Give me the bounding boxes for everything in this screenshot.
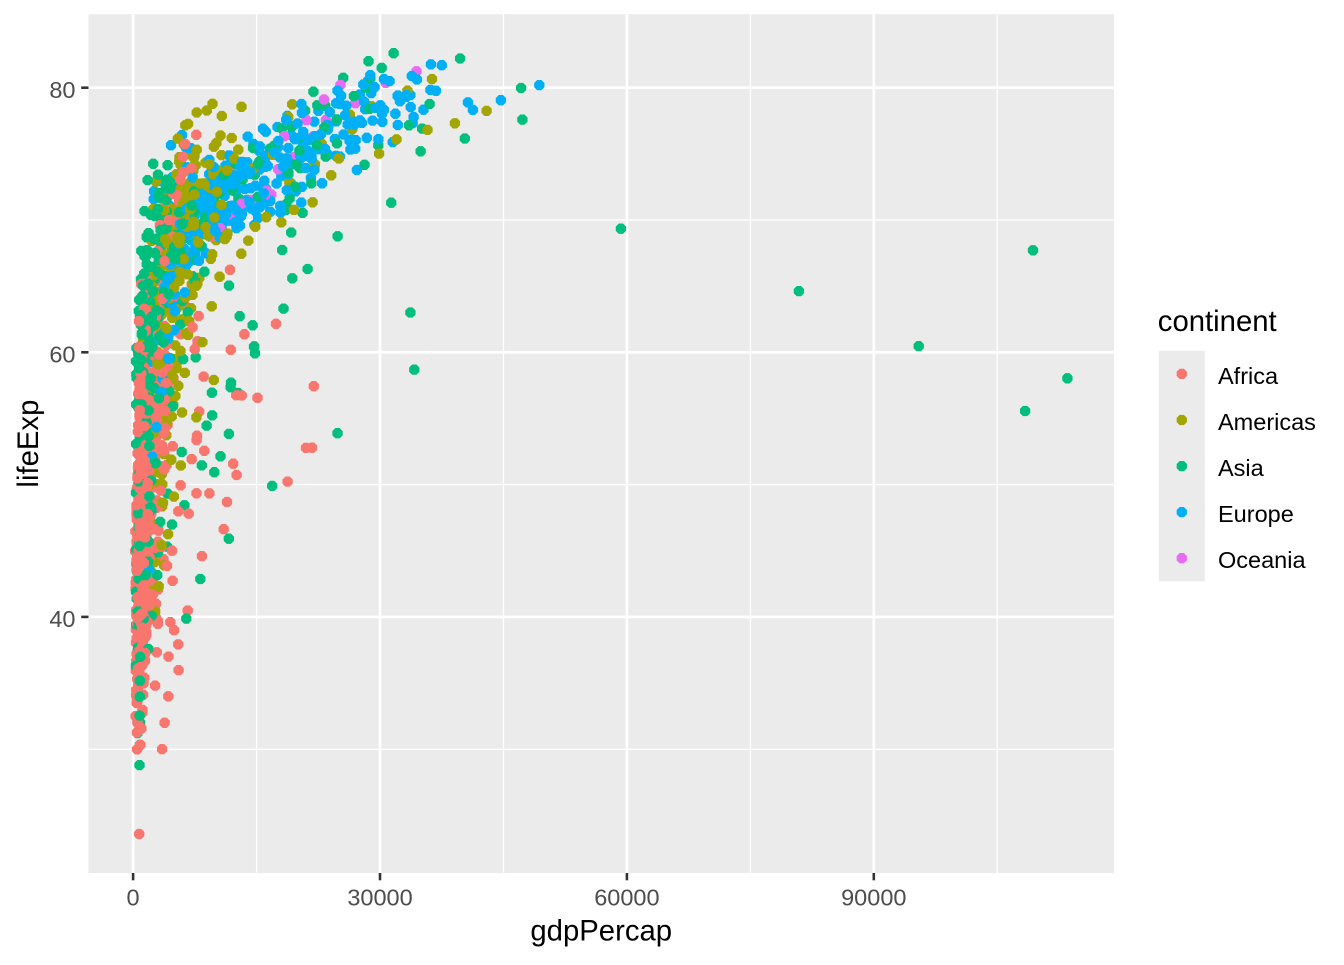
svg-text:continent: continent xyxy=(1158,305,1277,338)
svg-text:80: 80 xyxy=(49,77,75,103)
svg-text:gdpPercap: gdpPercap xyxy=(530,915,672,948)
svg-text:90000: 90000 xyxy=(841,885,906,911)
svg-text:Asia: Asia xyxy=(1218,455,1265,481)
svg-text:60: 60 xyxy=(49,342,75,368)
svg-text:lifeExp: lifeExp xyxy=(12,400,45,488)
svg-text:40: 40 xyxy=(49,606,75,632)
svg-text:Oceania: Oceania xyxy=(1218,547,1306,573)
svg-text:30000: 30000 xyxy=(347,885,412,911)
svg-text:Africa: Africa xyxy=(1218,363,1279,389)
svg-text:Americas: Americas xyxy=(1218,409,1316,435)
svg-text:60000: 60000 xyxy=(594,885,659,911)
svg-text:Europe: Europe xyxy=(1218,501,1294,527)
svg-text:0: 0 xyxy=(127,885,140,911)
